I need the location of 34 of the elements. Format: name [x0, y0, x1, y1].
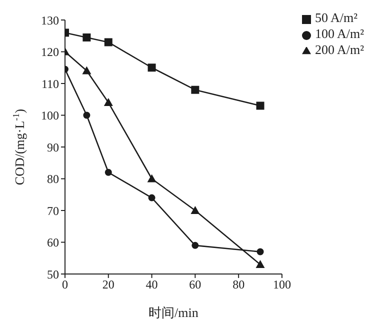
legend-label: 100 A/m²: [314, 26, 364, 41]
x-tick-label: 60: [189, 278, 202, 292]
x-tick-label: 80: [232, 278, 245, 292]
point: [148, 194, 156, 202]
y-tick-label: 80: [47, 172, 59, 186]
y-tick-label: 130: [41, 13, 59, 28]
point: [147, 174, 156, 182]
point: [190, 206, 200, 214]
x-tick-label: 0: [62, 278, 68, 292]
y-tick-label: 100: [41, 108, 59, 123]
x-tick-label: 20: [102, 278, 114, 292]
point: [83, 112, 90, 119]
point: [148, 64, 156, 72]
y-tick-label: 50: [47, 267, 59, 282]
legend-label: 200 A/m²: [314, 42, 364, 57]
point: [192, 242, 199, 249]
point: [256, 248, 264, 256]
point: [104, 98, 113, 106]
point: [82, 33, 91, 42]
point: [82, 66, 92, 74]
point: [191, 86, 200, 94]
y-tick-label: 70: [47, 204, 59, 218]
point: [256, 102, 264, 110]
y-tick-label: 60: [47, 236, 59, 250]
point: [104, 168, 112, 176]
point: [104, 38, 112, 46]
x-tick-label: 100: [272, 278, 291, 292]
x-axis-title: 时间/min: [148, 305, 199, 320]
y-tick-label: 120: [41, 45, 59, 60]
y-tick-label: 110: [41, 76, 59, 91]
point: [256, 260, 265, 268]
x-tick-label: 40: [146, 278, 158, 292]
legend-label: 50 A/m²: [314, 10, 358, 25]
y-tick-label: 90: [47, 140, 59, 154]
